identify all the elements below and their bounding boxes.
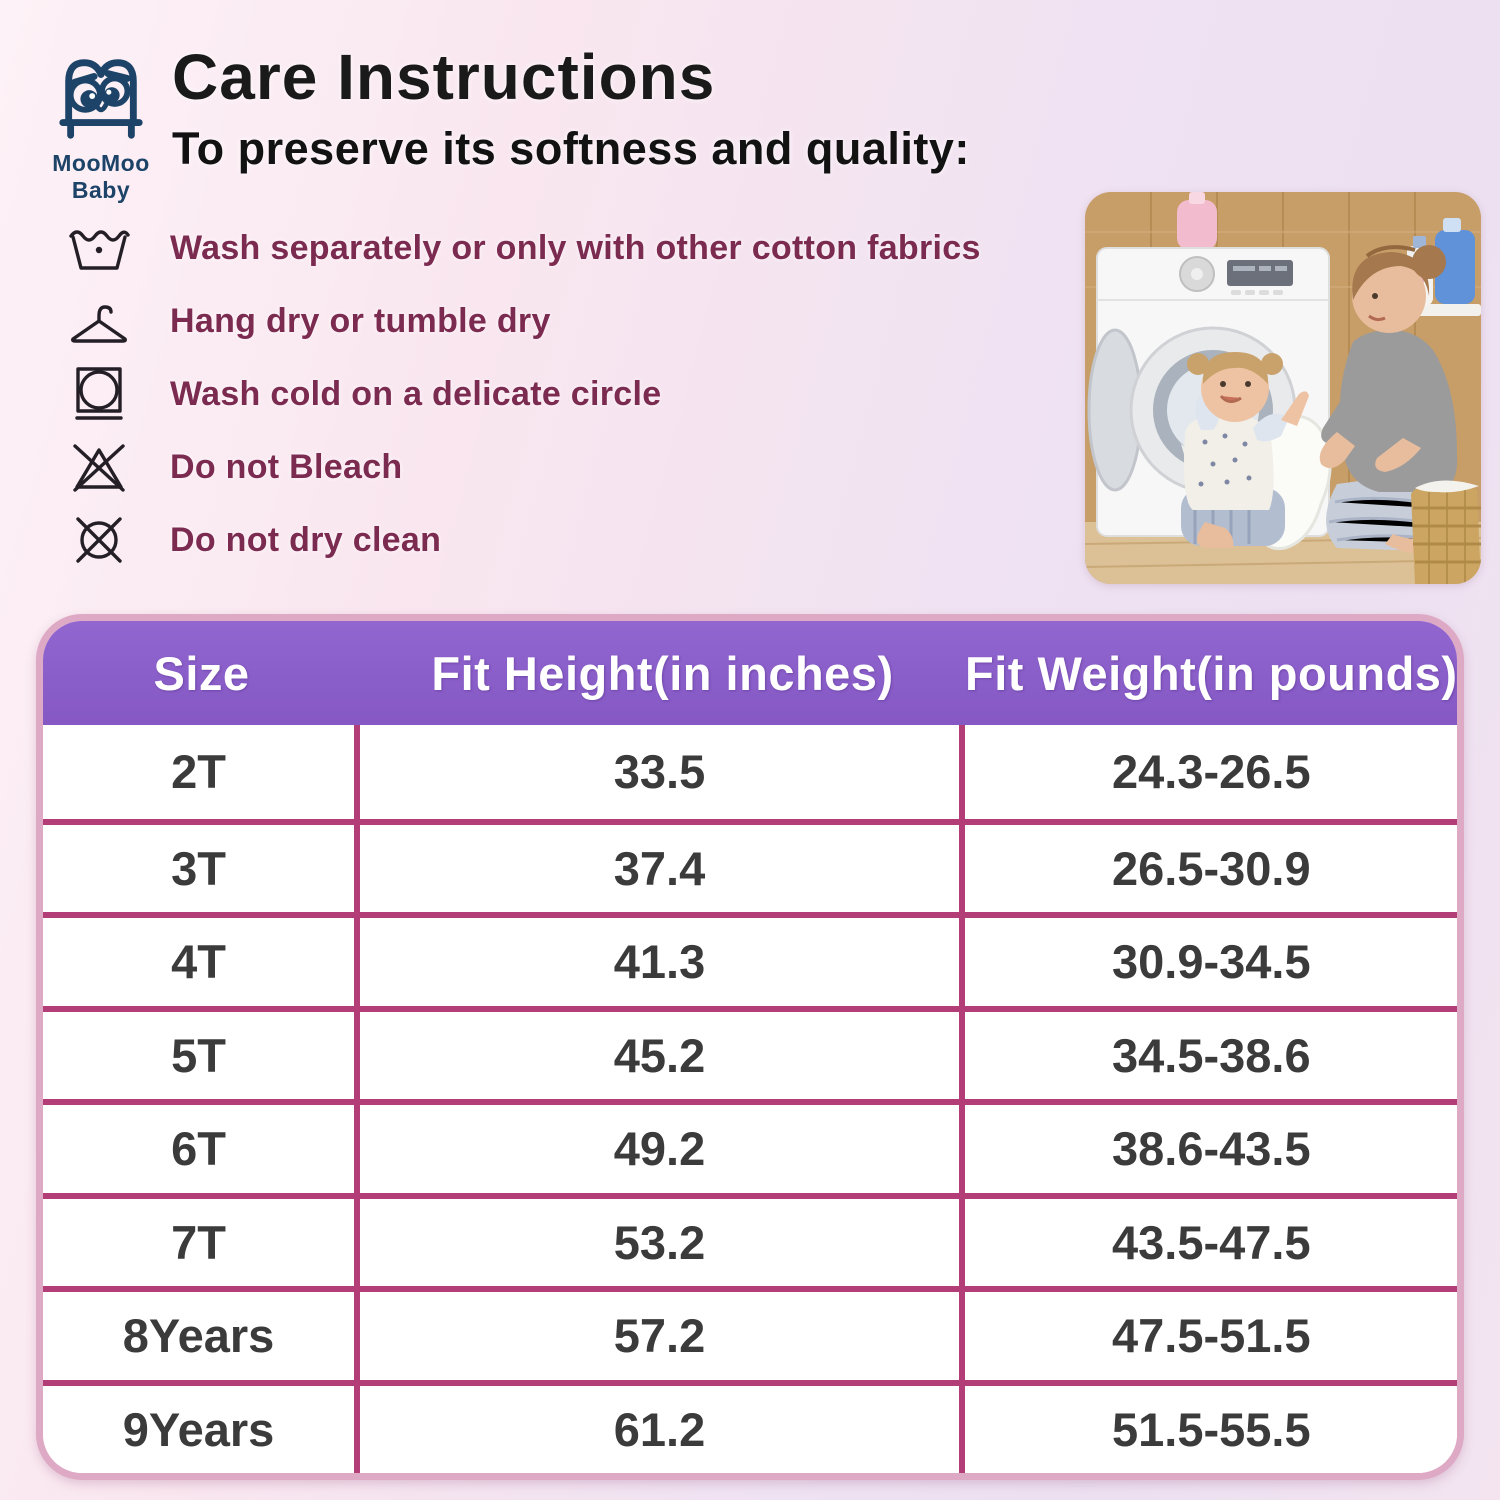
weight-cell: 51.5-55.5 [965, 1379, 1457, 1473]
care-item-label: Do not dry clean [170, 520, 442, 559]
care-item-no-dry-clean: Do not dry clean [60, 516, 1070, 564]
care-item-label: Hang dry or tumble dry [170, 301, 551, 340]
laundry-photo [1085, 192, 1481, 584]
size-cell: 3T [43, 818, 360, 912]
height-cell: 53.2 [360, 1192, 965, 1286]
column-header-weight: Fit Weight(in pounds) [965, 621, 1457, 725]
do-not-dry-clean-icon [60, 513, 138, 567]
wash-tub-icon [60, 222, 138, 274]
size-cell: 2T [43, 725, 360, 819]
page-subtitle: To preserve its softness and quality: [172, 123, 970, 175]
weight-cell: 43.5-47.5 [965, 1192, 1457, 1286]
weight-cell: 30.9-34.5 [965, 912, 1457, 1006]
brand-logo: MooMoo Baby [28, 50, 174, 204]
care-item-no-bleach: Do not Bleach [60, 441, 1070, 493]
page-title: Care Instructions [172, 41, 716, 113]
care-item-wash: Wash separately or only with other cotto… [60, 224, 1070, 272]
size-cell: 5T [43, 1005, 360, 1099]
size-cell: 7T [43, 1192, 360, 1286]
hanger-icon [60, 297, 138, 345]
weight-cell: 38.6-43.5 [965, 1099, 1457, 1193]
size-cell: 8Years [43, 1286, 360, 1380]
do-not-bleach-icon [60, 441, 138, 493]
size-cell: 9Years [43, 1379, 360, 1473]
delicate-cycle-icon [60, 365, 138, 423]
weight-cell: 47.5-51.5 [965, 1286, 1457, 1380]
care-item-label: Wash separately or only with other cotto… [170, 228, 981, 267]
laundry-basket [1411, 480, 1481, 584]
child-figure [1181, 352, 1309, 548]
height-cell: 41.3 [360, 912, 965, 1006]
height-cell: 61.2 [360, 1379, 965, 1473]
weight-cell: 24.3-26.5 [965, 725, 1457, 819]
height-cell: 57.2 [360, 1286, 965, 1380]
care-item-label: Do not Bleach [170, 447, 403, 486]
weight-cell: 34.5-38.6 [965, 1005, 1457, 1099]
weight-cell: 26.5-30.9 [965, 818, 1457, 912]
column-header-size: Size [43, 621, 360, 725]
height-cell: 49.2 [360, 1099, 965, 1193]
height-cell: 33.5 [360, 725, 965, 819]
brand-name: MooMoo Baby [52, 150, 150, 203]
column-header-height: Fit Height(in inches) [360, 621, 965, 725]
size-cell: 4T [43, 912, 360, 1006]
size-chart-grid: Size Fit Height(in inches) Fit Weight(in… [43, 621, 1457, 1473]
owl-bed-logo-icon [59, 59, 143, 139]
mother-figure [1319, 245, 1470, 554]
size-cell: 6T [43, 1099, 360, 1193]
height-cell: 45.2 [360, 1005, 965, 1099]
heading-block: Care Instructions To preserve its softne… [172, 41, 970, 175]
size-chart: Size Fit Height(in inches) Fit Weight(in… [36, 614, 1464, 1480]
care-item-wash-cold: Wash cold on a delicate circle [60, 367, 1070, 420]
pink-bottle [1177, 192, 1217, 250]
height-cell: 37.4 [360, 818, 965, 912]
care-item-hang-dry: Hang dry or tumble dry [60, 297, 1070, 345]
care-item-label: Wash cold on a delicate circle [170, 374, 662, 413]
care-instructions-list: Wash separately or only with other cotto… [60, 224, 1070, 589]
